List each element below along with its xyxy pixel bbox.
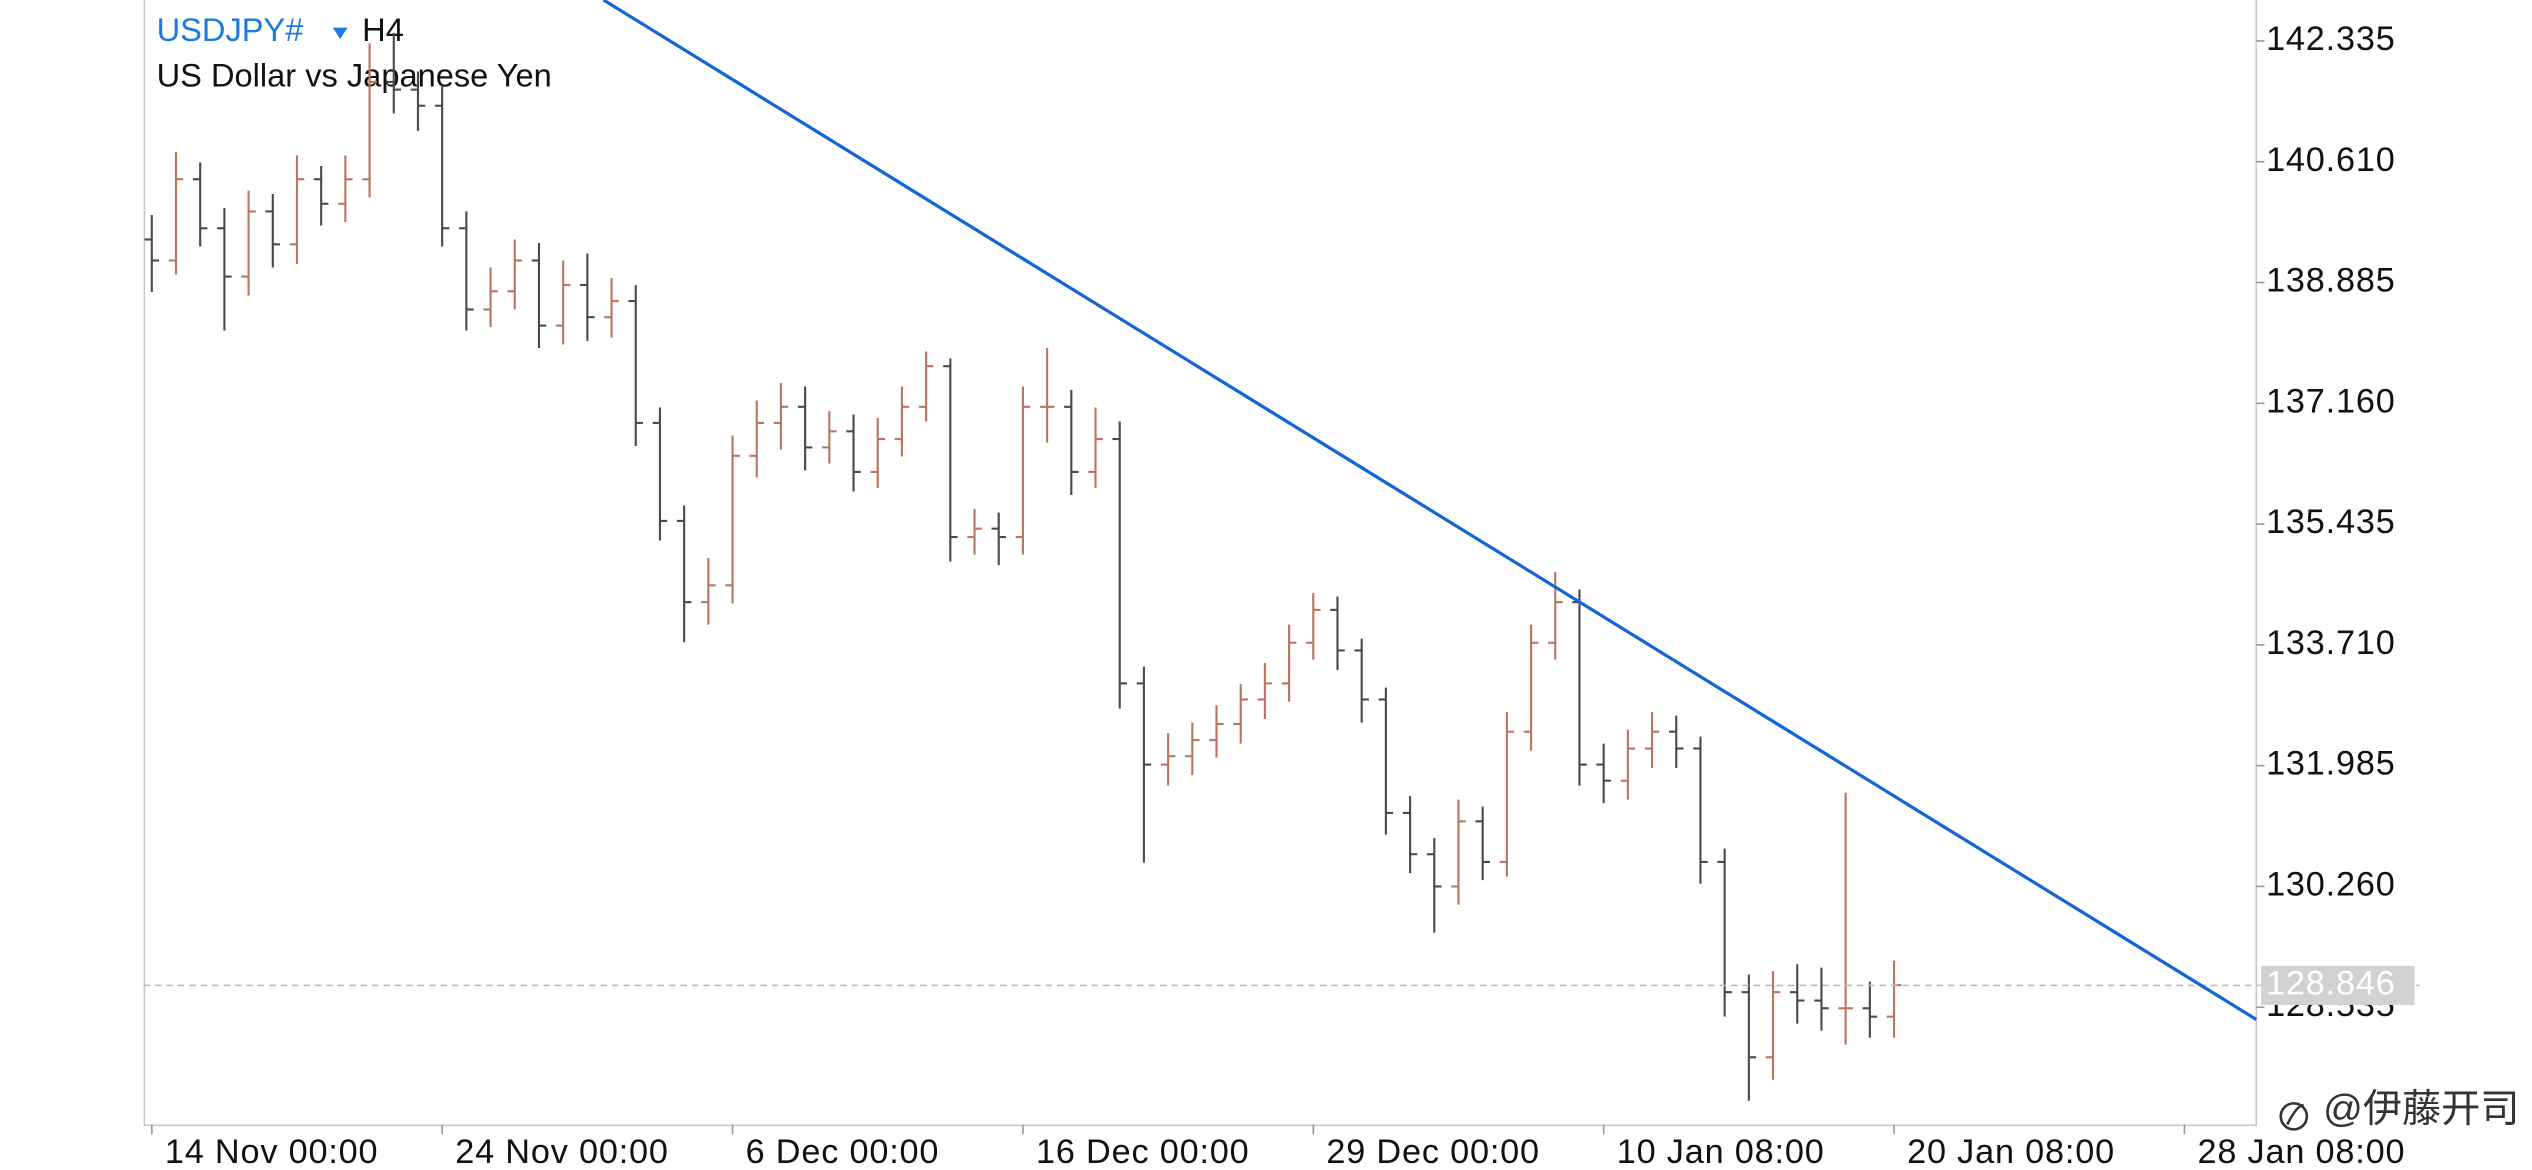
y-tick-label: 131.985 <box>2266 745 2396 783</box>
current-price-box <box>2261 965 2415 1005</box>
y-tick-label: 138.885 <box>2266 262 2396 300</box>
y-tick-label: 137.160 <box>2266 382 2396 420</box>
x-tick-label: 20 Jan 08:00 <box>1907 1133 2115 1170</box>
y-tick-label: 130.260 <box>2266 866 2396 904</box>
x-tick-label: 6 Dec 00:00 <box>746 1133 940 1170</box>
y-tick-label: 135.435 <box>2266 503 2396 541</box>
timeframe[interactable]: H4 <box>362 12 404 48</box>
x-tick-label: 14 Nov 00:00 <box>165 1133 379 1170</box>
x-tick-label: 10 Jan 08:00 <box>1617 1133 1825 1170</box>
x-tick-label: 24 Nov 00:00 <box>455 1133 669 1170</box>
watermark: @伊藤开司 <box>2323 1088 2519 1131</box>
dropdown-icon[interactable] <box>332 27 348 39</box>
current-price-label: 128.846 <box>2266 965 2396 1003</box>
plot-frame <box>143 0 2258 1127</box>
y-tick-label: 140.610 <box>2266 141 2396 179</box>
symbol[interactable]: USDJPY# <box>157 12 304 48</box>
x-tick-label: 29 Dec 00:00 <box>1326 1133 1540 1170</box>
watermark-icon <box>2279 1102 2309 1131</box>
y-tick-label: 133.710 <box>2266 624 2396 662</box>
subtitle: US Dollar vs Japanese Yen <box>157 58 552 94</box>
x-tick-label: 28 Jan 08:00 <box>2197 1133 2405 1170</box>
y-tick-label: 142.335 <box>2266 20 2396 58</box>
x-tick-label: 16 Dec 00:00 <box>1036 1133 1250 1170</box>
trendline <box>602 0 2258 1021</box>
